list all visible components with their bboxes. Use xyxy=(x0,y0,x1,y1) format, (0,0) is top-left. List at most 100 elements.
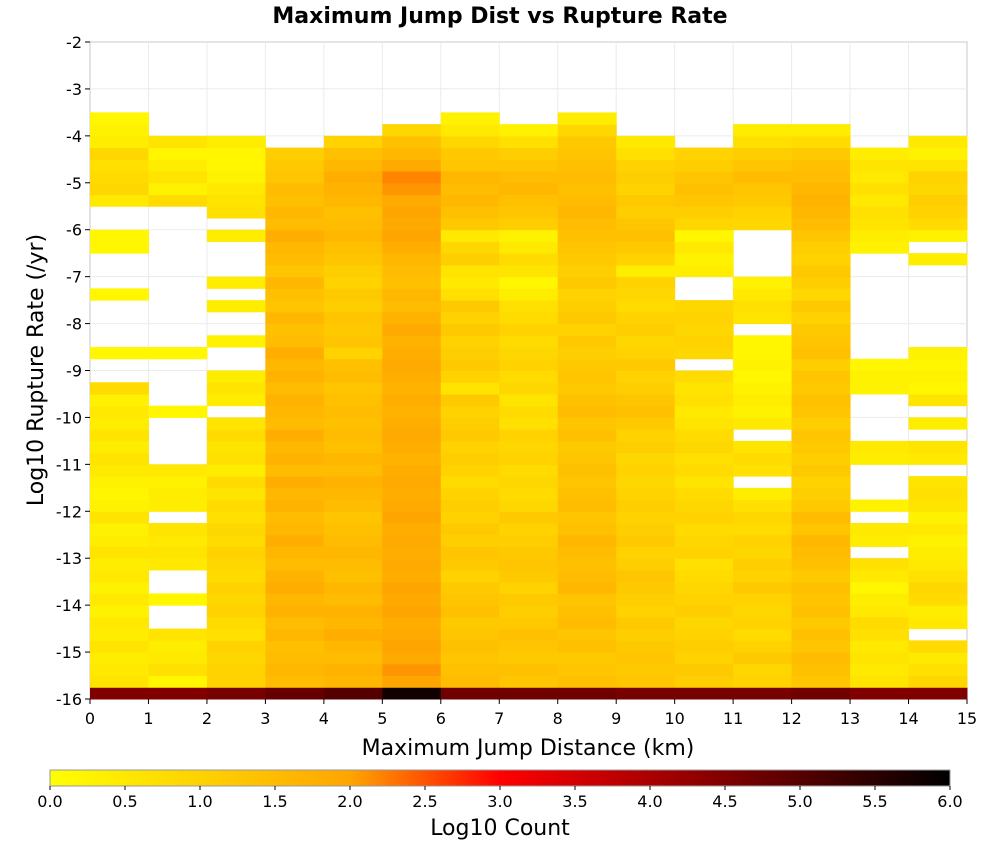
heatmap-cell xyxy=(265,452,325,465)
heatmap-cell xyxy=(733,628,793,641)
heatmap-cell xyxy=(791,687,851,700)
heatmap-cell xyxy=(791,417,851,430)
heatmap-cell xyxy=(206,652,266,665)
heatmap-cell xyxy=(791,569,851,583)
heatmap-cell xyxy=(90,182,149,196)
heatmap-cell xyxy=(674,429,734,442)
heatmap-cell xyxy=(791,534,851,547)
heatmap-cell xyxy=(557,112,617,125)
heatmap-cell xyxy=(440,476,500,489)
heatmap-cell xyxy=(90,393,149,407)
y-tick-label: -3 xyxy=(66,80,82,99)
heatmap-cell xyxy=(616,558,676,571)
heatmap-cell xyxy=(265,581,325,594)
heatmap-cell xyxy=(206,464,266,477)
heatmap-cell xyxy=(265,487,325,501)
heatmap-cell xyxy=(148,534,208,547)
heatmap-cell xyxy=(616,487,676,501)
heatmap-cell xyxy=(908,217,968,231)
heatmap-cell xyxy=(616,264,676,278)
heatmap-cell xyxy=(382,159,442,172)
heatmap-cell xyxy=(323,687,383,700)
heatmap-cells xyxy=(90,112,968,700)
heatmap-cell xyxy=(908,417,968,430)
heatmap-cell xyxy=(499,194,559,207)
heatmap-cell xyxy=(265,652,325,665)
heatmap-cell xyxy=(382,534,442,547)
heatmap-cell xyxy=(265,616,325,630)
y-tick-label: -5 xyxy=(66,174,82,193)
heatmap-cell xyxy=(674,546,734,559)
heatmap-cell xyxy=(382,440,442,454)
heatmap-cell xyxy=(557,159,617,172)
heatmap-cell xyxy=(148,687,208,700)
heatmap-cell xyxy=(90,405,149,418)
heatmap-cell xyxy=(323,663,383,677)
heatmap-cell xyxy=(674,558,734,571)
heatmap-cell xyxy=(733,288,793,301)
heatmap-cell xyxy=(382,476,442,489)
heatmap-cell xyxy=(323,135,383,149)
heatmap-cell xyxy=(323,452,383,465)
heatmap-cell xyxy=(499,429,559,442)
heatmap-cell xyxy=(90,581,149,594)
colorbar-tick-label: 6.0 xyxy=(937,792,962,811)
heatmap-cell xyxy=(674,147,734,160)
heatmap-cell xyxy=(850,558,910,571)
heatmap-cell xyxy=(206,147,266,160)
heatmap-cell xyxy=(382,429,442,442)
x-tick-label: 13 xyxy=(840,709,860,728)
heatmap-cell xyxy=(206,159,266,172)
heatmap-cell xyxy=(850,358,910,371)
heatmap-cell xyxy=(265,393,325,407)
heatmap-cell xyxy=(499,276,559,289)
heatmap-cell xyxy=(265,147,325,160)
heatmap-cell xyxy=(382,311,442,325)
heatmap-cell xyxy=(733,511,793,524)
heatmap-cell xyxy=(382,663,442,677)
heatmap-cell xyxy=(674,605,734,618)
heatmap-cell xyxy=(674,206,734,219)
heatmap-cell xyxy=(791,546,851,559)
heatmap-cell xyxy=(90,687,149,700)
heatmap-cell xyxy=(440,323,500,336)
heatmap-cell xyxy=(265,663,325,677)
heatmap-cell xyxy=(440,288,500,301)
x-tick-label: 7 xyxy=(494,709,504,728)
heatmap-cell xyxy=(90,663,149,677)
heatmap-cell xyxy=(850,159,910,172)
heatmap-cell xyxy=(791,558,851,571)
heatmap-cell xyxy=(440,135,500,149)
heatmap-cell xyxy=(557,264,617,278)
heatmap-cell xyxy=(206,511,266,524)
heatmap-cell xyxy=(791,652,851,665)
colorbar-tick-label: 2.5 xyxy=(412,792,437,811)
x-tick-label: 6 xyxy=(436,709,446,728)
heatmap-cell xyxy=(440,171,500,184)
heatmap-cell xyxy=(616,229,676,242)
heatmap-cell xyxy=(674,253,734,266)
heatmap-cell xyxy=(616,206,676,219)
heatmap-cell xyxy=(323,605,383,618)
heatmap-cell xyxy=(908,440,968,454)
heatmap-cell xyxy=(323,616,383,630)
heatmap-cell xyxy=(382,194,442,207)
heatmap-cell xyxy=(90,499,149,512)
heatmap-cell xyxy=(440,569,500,583)
heatmap-cell xyxy=(382,593,442,606)
heatmap-cell xyxy=(557,640,617,653)
heatmap-cell xyxy=(908,569,968,583)
colorbar-tick-label: 0.5 xyxy=(112,792,137,811)
heatmap-cell xyxy=(265,640,325,653)
heatmap-cell xyxy=(908,370,968,383)
heatmap-cell xyxy=(499,452,559,465)
heatmap-cell xyxy=(499,382,559,395)
heatmap-cell xyxy=(908,605,968,618)
heatmap-cell xyxy=(499,347,559,360)
heatmap-cell xyxy=(908,487,968,501)
heatmap-cell xyxy=(908,663,968,677)
heatmap-cell xyxy=(908,382,968,395)
heatmap-cell xyxy=(616,429,676,442)
heatmap-cell xyxy=(265,558,325,571)
colorbar-tick-label: 0.0 xyxy=(37,792,62,811)
